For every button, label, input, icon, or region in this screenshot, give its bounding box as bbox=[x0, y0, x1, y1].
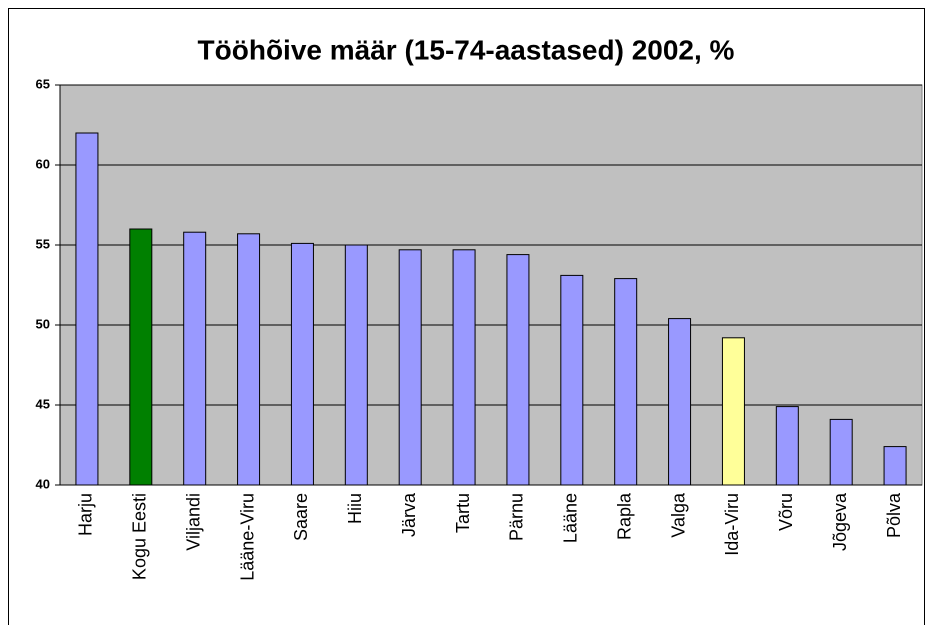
bar bbox=[75, 132, 99, 486]
x-tick-label: Kogu Eesti bbox=[130, 493, 150, 580]
bar bbox=[560, 274, 584, 486]
y-tick-label: 45 bbox=[36, 396, 50, 411]
chart-title: Tööhõive määr (15-74-aastased) 2002, % bbox=[198, 34, 735, 65]
bar bbox=[883, 446, 907, 486]
x-tick-label: Lääne-Viru bbox=[237, 493, 257, 581]
bar bbox=[506, 254, 530, 486]
bar bbox=[237, 233, 261, 486]
bar bbox=[183, 231, 207, 486]
x-tick-label: Valga bbox=[668, 492, 688, 538]
x-tick-label: Jõgeva bbox=[830, 492, 850, 551]
bar bbox=[344, 244, 368, 486]
bar bbox=[398, 249, 422, 486]
x-tick-label: Tartu bbox=[453, 493, 473, 533]
x-tick-label: Hiiu bbox=[345, 493, 365, 524]
x-tick-label: Viljandi bbox=[183, 493, 203, 551]
x-tick-label: Võru bbox=[776, 493, 796, 531]
y-tick-label: 40 bbox=[36, 476, 50, 491]
bar bbox=[614, 278, 638, 486]
x-tick-label: Põlva bbox=[884, 492, 904, 538]
x-tick-label: Saare bbox=[291, 493, 311, 541]
bar bbox=[452, 249, 476, 486]
x-tick-label: Harju bbox=[76, 493, 96, 536]
bar bbox=[668, 318, 692, 486]
bar bbox=[721, 337, 745, 486]
x-tick-label: Lääne bbox=[561, 493, 581, 543]
x-tick-label: Järva bbox=[399, 492, 419, 537]
y-tick-label: 50 bbox=[36, 316, 50, 331]
y-tick-label: 55 bbox=[36, 236, 50, 251]
x-tick-label: Ida-Viru bbox=[722, 493, 742, 556]
bar bbox=[129, 228, 153, 486]
y-tick-label: 60 bbox=[36, 156, 50, 171]
x-tick-label: Pärnu bbox=[507, 493, 527, 541]
bar bbox=[290, 242, 314, 486]
bar bbox=[775, 406, 799, 486]
x-tick-label: Rapla bbox=[614, 492, 634, 540]
y-tick-label: 65 bbox=[36, 76, 50, 91]
bar bbox=[829, 418, 853, 486]
